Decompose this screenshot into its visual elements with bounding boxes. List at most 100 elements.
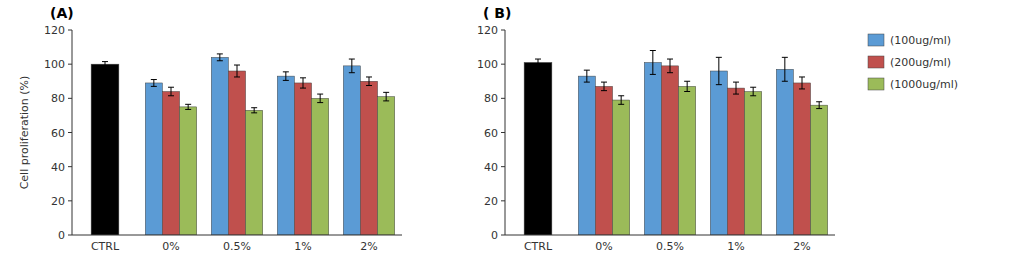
bar	[595, 86, 612, 235]
y-tick-label: 40	[484, 161, 498, 174]
y-tick-label: 120	[44, 24, 65, 37]
bar	[679, 86, 696, 235]
y-tick-label: 80	[484, 92, 498, 105]
plot-area	[524, 51, 828, 236]
y-tick-label: 120	[477, 24, 498, 37]
legend-swatch	[868, 34, 884, 46]
bar	[710, 71, 727, 235]
x-tick-label: 2%	[793, 240, 810, 253]
error-bar	[234, 65, 240, 77]
y-tick	[501, 64, 505, 65]
x-tick-label: 0%	[162, 240, 179, 253]
x-tick-label: 2%	[360, 240, 377, 253]
error-bar	[535, 59, 541, 66]
y-tick	[501, 98, 505, 99]
bar	[294, 83, 311, 235]
legend-swatch	[868, 56, 884, 68]
y-tick-label: 80	[51, 92, 65, 105]
legend: (100ug/ml)(200ug/ml)(1000ug/ml)	[868, 34, 958, 91]
bar	[378, 97, 395, 235]
error-bar	[217, 54, 223, 61]
error-bar	[750, 87, 756, 96]
y-tick	[501, 200, 505, 201]
y-tick-label: 100	[44, 58, 65, 71]
x-tick-label: CTRL	[91, 240, 120, 253]
bar	[246, 110, 263, 235]
error-bar	[650, 51, 656, 75]
bar	[811, 105, 828, 235]
error-bar	[151, 80, 157, 87]
y-tick	[68, 30, 72, 31]
y-tick	[68, 235, 72, 236]
bar	[793, 83, 810, 235]
error-bar	[618, 96, 624, 105]
bar	[613, 100, 630, 235]
bar	[360, 81, 377, 235]
y-tick-label: 60	[484, 127, 498, 140]
y-tick-label: 20	[51, 195, 65, 208]
x-tick-label: CTRL	[524, 240, 553, 253]
error-bar	[366, 77, 372, 86]
bar	[277, 76, 294, 235]
error-bar	[601, 82, 607, 91]
error-bar	[317, 94, 323, 103]
y-tick	[68, 132, 72, 133]
bar	[524, 62, 552, 235]
y-tick	[501, 132, 505, 133]
error-bar	[799, 77, 805, 89]
x-axis	[505, 235, 835, 236]
error-bar	[102, 62, 108, 67]
y-tick	[68, 200, 72, 201]
x-axis	[72, 235, 402, 236]
error-bar	[349, 59, 355, 73]
bar	[745, 92, 762, 236]
bar	[91, 64, 119, 235]
x-tick-label: 1%	[727, 240, 744, 253]
panel-label: (A)	[50, 5, 74, 21]
y-tick-label: 40	[51, 161, 65, 174]
y-tick-label: 0	[491, 229, 498, 242]
error-bar	[185, 104, 191, 109]
y-tick-label: 0	[58, 229, 65, 242]
legend-label: (1000ug/ml)	[890, 78, 958, 91]
error-bar	[383, 92, 389, 101]
x-tick-label: 0.5%	[223, 240, 251, 253]
bar	[578, 76, 595, 235]
bar	[343, 66, 360, 235]
bar	[661, 66, 678, 235]
y-tick	[501, 235, 505, 236]
figure: 0 20 40 60 80 100 120 CTRL 0% 0.5% 1% 2% (A) Cell pro…	[0, 0, 1009, 273]
y-tick	[501, 30, 505, 31]
error-bar	[300, 78, 306, 88]
y-tick-label: 20	[484, 195, 498, 208]
panel: 020406080100120CTRL0%0.5%1%2%( B)	[477, 5, 835, 253]
y-tick	[68, 64, 72, 65]
y-tick	[68, 166, 72, 167]
x-tick-label: 1%	[294, 240, 311, 253]
error-bar	[684, 81, 690, 91]
legend-label: (200ug/ml)	[890, 56, 951, 69]
error-bar	[782, 57, 788, 81]
error-bar	[716, 57, 722, 84]
error-bar	[667, 59, 673, 73]
error-bar	[733, 82, 739, 94]
legend-swatch	[868, 78, 884, 90]
bar	[727, 88, 744, 235]
x-tick-label: 0%	[595, 240, 612, 253]
panel: 0 20 40 60 80 100 120 CTRL 0% 0.5% 1% 2% (A) Cell pro…	[18, 5, 402, 253]
y-axis-label: Cell proliferation (%)	[18, 76, 31, 190]
panel-label: ( B)	[483, 5, 511, 21]
bar	[145, 83, 162, 235]
y-tick	[501, 166, 505, 167]
bar	[312, 98, 329, 235]
y-tick-label: 60	[51, 127, 65, 140]
y-tick	[68, 98, 72, 99]
bar	[228, 71, 245, 235]
bar	[211, 57, 228, 235]
bar	[162, 92, 179, 236]
bar	[644, 62, 661, 235]
x-tick-label: 0.5%	[656, 240, 684, 253]
bar	[776, 69, 793, 235]
error-bar	[584, 70, 590, 82]
bar	[180, 107, 197, 235]
